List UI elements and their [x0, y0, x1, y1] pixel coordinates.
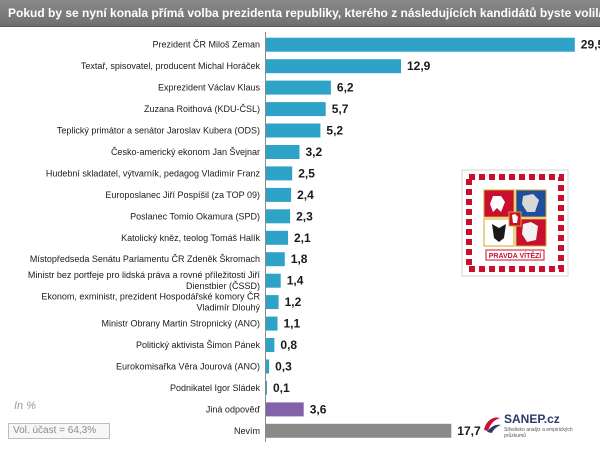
data-label: 2,5 — [298, 166, 315, 180]
emblem-motto: PRAVDA VÍTĚZÍ — [489, 251, 543, 260]
category-label: Katolický kněz, teolog Tomáš Halík — [121, 233, 260, 243]
data-label: 5,7 — [332, 102, 349, 116]
data-label: 17,7 — [457, 424, 481, 438]
bar — [266, 166, 293, 181]
sanep-logo: SANEP.cz Středisko analýz a empirických … — [482, 412, 582, 442]
category-label: Nevím — [234, 426, 260, 436]
category-label: Česko-americký ekonom Jan Švejnar — [111, 147, 260, 157]
bar — [266, 423, 452, 438]
unit-note: In % — [14, 400, 37, 412]
sanep-tagline: Středisko analýz a empirických průzkumů — [504, 427, 573, 439]
category-label: Ministr Obrany Martin Stropnický (ANO) — [101, 319, 260, 329]
data-label: 3,2 — [306, 145, 323, 159]
category-label: Místopředseda Senátu Parlamentu ČR Zdeně… — [30, 254, 260, 264]
data-label: 2,4 — [297, 188, 314, 202]
bar — [266, 230, 288, 245]
bar — [266, 295, 279, 310]
category-label: Ministr bez portfeje pro lidská práva a … — [28, 270, 261, 291]
category-label: Hudební skladatel, výtvarník, pedagog Vl… — [46, 168, 261, 178]
data-label: 2,3 — [296, 209, 313, 223]
bar — [266, 252, 285, 267]
data-label: 1,8 — [291, 252, 308, 266]
data-label: 2,1 — [294, 231, 311, 245]
data-label: 5,2 — [326, 124, 343, 138]
bar — [266, 359, 270, 374]
data-label: 6,2 — [337, 81, 354, 95]
bar — [266, 80, 331, 95]
bar — [266, 102, 326, 117]
bar — [266, 145, 300, 159]
title-bar: Pokud by se nyní konala přímá volba prez… — [0, 0, 600, 27]
data-label: 0,3 — [275, 360, 292, 374]
category-label: Zuzana Roithová (KDU-ČSL) — [144, 104, 260, 114]
category-label: Prezident ČR Miloš Zeman — [152, 40, 260, 50]
category-label: Jiná odpověď — [206, 404, 261, 414]
category-label: Teplický primátor a senátor Jaroslav Kub… — [57, 126, 260, 136]
bar — [266, 273, 281, 288]
bar — [266, 123, 321, 138]
bar — [266, 37, 575, 52]
category-label: Poslanec Tomio Okamura (SPD) — [130, 211, 260, 221]
data-label: 1,2 — [285, 295, 302, 309]
data-label: 1,4 — [287, 274, 304, 288]
czech-presidential-standard-icon: PRAVDA VÍTĚZÍ — [461, 169, 569, 277]
bar — [266, 402, 304, 417]
data-label: 12,9 — [407, 59, 431, 73]
category-label: Eurokomisařka Věra Jourová (ANO) — [116, 362, 260, 372]
category-label: Textař, spisovatel, producent Michal Hor… — [81, 61, 261, 71]
bar — [266, 209, 291, 224]
bar — [266, 59, 401, 74]
data-label: 1,1 — [284, 317, 301, 331]
data-label: 3,6 — [310, 402, 327, 416]
sanep-logo-icon — [484, 417, 501, 433]
data-label: 29,5 — [581, 38, 600, 52]
data-label: 0,8 — [280, 338, 297, 352]
bar — [266, 338, 275, 352]
turnout-note: Vol. účast = 64,3% — [8, 423, 110, 439]
category-label: Podnikatel Igor Sládek — [170, 383, 261, 393]
chart-title: Pokud by se nyní konala přímá volba prez… — [8, 6, 600, 20]
category-label: Ekonom, exministr, prezident Hospodářské… — [41, 292, 260, 313]
bar — [266, 380, 267, 395]
sanep-name: SANEP.cz — [504, 412, 560, 426]
category-label: Politický aktivista Šimon Pánek — [136, 340, 261, 350]
category-label: Europoslanec Jiří Pospíšil (za TOP 09) — [105, 190, 260, 200]
category-label: Exprezident Václav Klaus — [158, 83, 261, 93]
data-label: 0,1 — [273, 381, 290, 395]
bar — [266, 316, 278, 331]
bar — [266, 187, 292, 202]
